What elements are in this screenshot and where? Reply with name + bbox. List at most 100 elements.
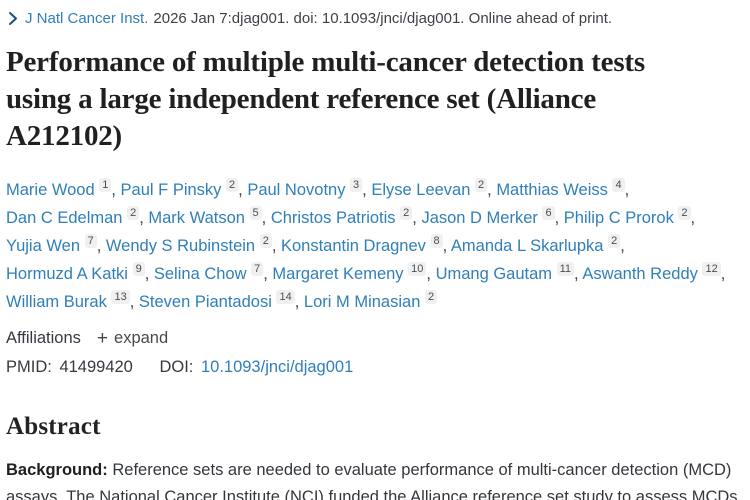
author-separator: , [426,265,436,283]
author-affiliation-number: 5 [249,205,262,220]
author-separator: , [294,293,304,311]
author-link[interactable]: Elyse Leevan [371,181,471,199]
author: Selina Chow 7 [153,261,264,283]
author-affiliation-number: 2 [259,233,272,248]
author-link[interactable]: Marie Wood [6,181,95,199]
expand-label: expand [114,329,169,347]
author-separator: , [624,181,630,199]
author-affiliation-number: 13 [111,289,130,304]
author: Christos Patriotis 2 [270,205,413,227]
author-separator: , [487,181,497,199]
author-separator: , [111,181,121,199]
author-link[interactable]: Matthias Weiss [496,181,608,199]
author-affiliation-number: 1 [99,177,112,192]
author-separator: , [129,293,139,311]
author: Paul Novotny 3 [247,177,363,199]
author-separator: , [690,209,696,227]
author: Jason D Merker 6 [421,205,555,227]
author-affiliation-number: 12 [702,261,721,276]
pmid-value: 41499420 [59,358,133,376]
author-affiliation-number: 10 [408,261,427,276]
author-affiliation-number: 3 [350,177,363,192]
author: Konstantin Dragnev 8 [280,233,443,255]
affiliations-expand-button[interactable]: + expand [97,329,168,348]
author-affiliation-number: 2 [678,205,691,220]
author-link[interactable]: Konstantin Dragnev [280,237,426,255]
author-separator: , [720,265,726,283]
author-separator: , [554,209,564,227]
plus-icon: + [96,327,109,349]
author-affiliation-number: 2 [608,233,621,248]
author-affiliation-number: 8 [430,233,443,248]
author: Lori M Minasian 2 [303,289,438,311]
author-link[interactable]: Yujia Wen [6,237,80,255]
author-link[interactable]: Christos Patriotis [270,209,396,227]
author-affiliation-number: 2 [400,205,413,220]
author-affiliation-number: 7 [84,233,97,248]
author-link[interactable]: Umang Gautam [435,265,553,283]
author-separator: , [620,237,625,255]
author-separator: , [144,265,154,283]
author-link[interactable]: Paul Novotny [247,181,346,199]
author-link[interactable]: Dan C Edelman [6,209,123,227]
author-link[interactable]: Aswanth Reddy [582,265,698,283]
background-label: Background: [6,461,108,479]
author-link[interactable]: Wendy S Rubinstein [105,237,256,255]
author: Matthias Weiss 4 [496,177,625,199]
author: Dan C Edelman 2 [6,205,140,227]
doi-group: DOI: 10.1093/jnci/djag001 [159,358,353,376]
authors-list: Marie Wood 1, Paul F Pinsky 2, Paul Novo… [6,176,740,316]
author-affiliation-number: 2 [226,177,239,192]
author-link[interactable]: Lori M Minasian [303,293,421,311]
author-link[interactable]: Jason D Merker [421,209,538,227]
author: Umang Gautam 11 [435,261,575,283]
doi-label: DOI: [159,358,194,376]
author-affiliation-number: 4 [612,177,625,192]
affiliations-label: Affiliations [6,329,81,347]
author-affiliation-number: 6 [542,205,555,220]
author: Philip C Prorok 2 [563,205,691,227]
author-link[interactable]: William Burak [6,293,107,311]
citation-bar: J Natl Cancer Inst. 2026 Jan 7:djag001. … [6,10,740,27]
journal-chevron-icon[interactable] [8,11,18,26]
author-link[interactable]: Philip C Prorok [563,209,674,227]
author-affiliation-number: 14 [276,289,295,304]
author-link[interactable]: Mark Watson [148,209,245,227]
author-separator: , [139,209,149,227]
author-affiliation-number: 2 [475,177,488,192]
author: Mark Watson 5 [148,205,262,227]
author-separator: , [238,181,248,199]
author-affiliation-number: 9 [132,261,145,276]
author-separator: , [271,237,281,255]
abstract-background-paragraph: Background: Reference sets are needed to… [6,457,740,500]
author-affiliation-number: 7 [251,261,264,276]
citation-details: 2026 Jan 7:djag001. doi: 10.1093/jnci/dj… [153,10,613,27]
author: Steven Piantadosi 14 [138,289,295,311]
author: Aswanth Reddy 12 [582,261,721,283]
author-link[interactable]: Paul F Pinsky [120,181,222,199]
author-link[interactable]: Amanda L Skarlupka [450,237,604,255]
doi-link[interactable]: 10.1093/jnci/djag001 [200,358,354,376]
author-separator: , [263,265,273,283]
pmid-label: PMID: [6,358,52,376]
author: Margaret Kemeny 10 [272,261,427,283]
author-link[interactable]: Margaret Kemeny [272,265,404,283]
background-text: Reference sets are needed to evaluate pe… [6,461,738,500]
author: Marie Wood 1 [6,177,112,199]
author-link[interactable]: Hormuzd A Katki [6,265,128,283]
author: Amanda L Skarlupka 2 [450,233,621,255]
identifiers-row: PMID: 41499420 DOI: 10.1093/jnci/djag001 [6,358,740,377]
author-separator: , [412,209,422,227]
author-link[interactable]: Selina Chow [153,265,247,283]
author-affiliation-number: 2 [424,289,438,304]
article-title: Performance of multiple multi-cancer det… [6,46,645,152]
author: Paul F Pinsky 2 [120,177,239,199]
author-separator: , [261,209,271,227]
author: Wendy S Rubinstein 2 [105,233,272,255]
author: Yujia Wen 7 [6,233,97,255]
journal-link[interactable]: J Natl Cancer Inst. [25,10,149,27]
author: William Burak 13 [6,289,130,311]
author-link[interactable]: Steven Piantadosi [138,293,272,311]
author-affiliation-number: 2 [127,205,140,220]
